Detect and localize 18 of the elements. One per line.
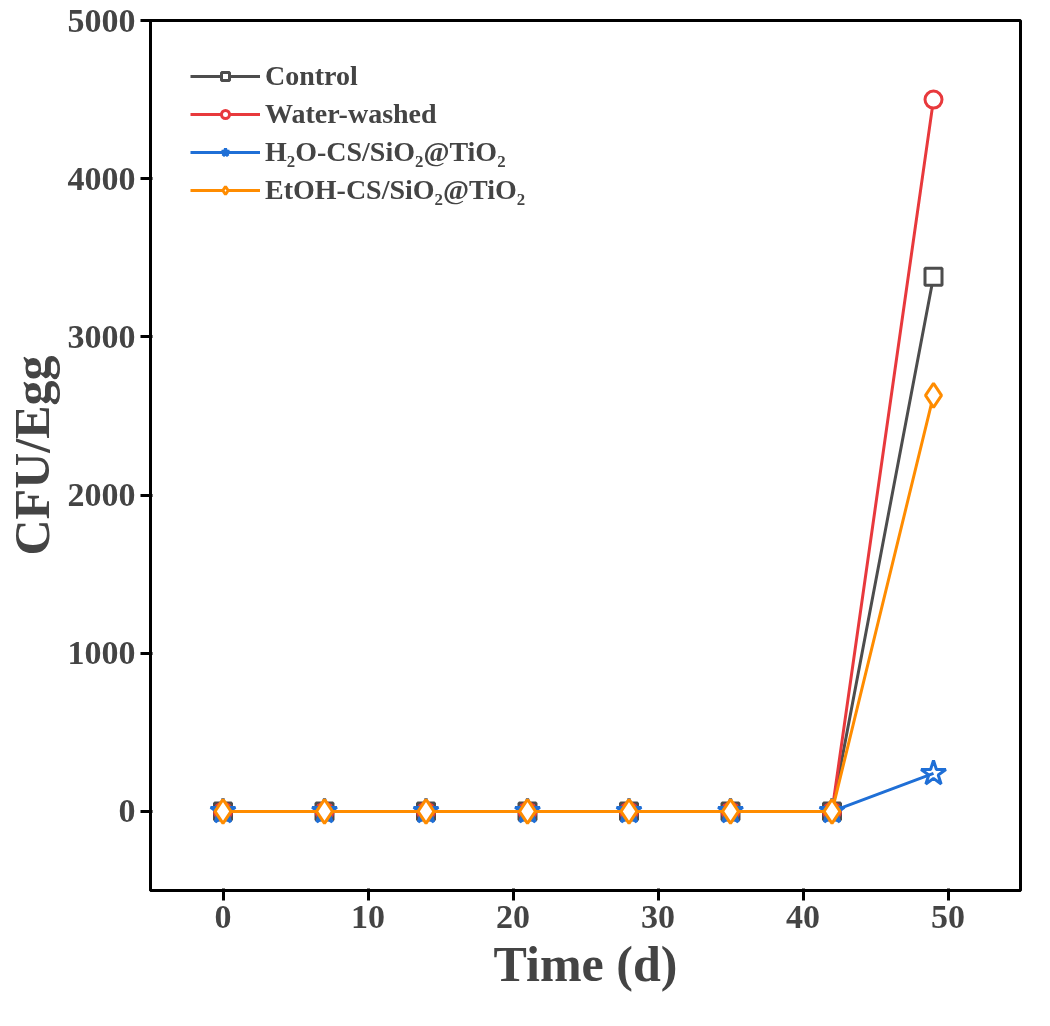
y-tick-label: 4000: [67, 159, 136, 197]
legend-label: Control: [265, 60, 358, 92]
y-axis-title: CFU/Egg: [3, 355, 60, 556]
x-axis-title: Time (d): [493, 935, 678, 992]
x-tick-label: 10: [351, 897, 385, 935]
x-tick-label: 40: [786, 897, 820, 935]
y-tick-label: 3000: [67, 317, 136, 355]
x-tick-label: 0: [214, 897, 232, 935]
x-tick-label: 50: [931, 897, 965, 935]
y-tick-label: 5000: [67, 1, 136, 39]
y-tick-label: 2000: [67, 476, 136, 514]
legend-label: Water-washed: [265, 98, 437, 130]
y-tick-label: 1000: [67, 634, 136, 672]
legend-label: EtOH-CS/SiO₂@TiO₂: [265, 174, 526, 206]
x-tick-label: 30: [641, 897, 675, 935]
x-tick-label: 20: [496, 897, 530, 935]
y-tick-label: 0: [118, 792, 136, 830]
legend-label: H₂O-CS/SiO₂@TiO₂: [265, 136, 506, 168]
